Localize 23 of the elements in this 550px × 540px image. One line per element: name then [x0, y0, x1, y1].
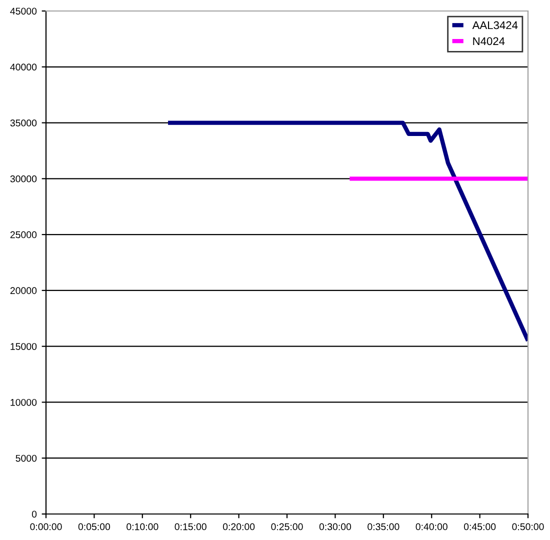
x-tick-label: 0:00:00: [30, 523, 62, 530]
y-tick-label: 35000: [10, 120, 37, 126]
y-tick-label: 0: [32, 510, 37, 518]
x-tick-label: 0:20:00: [222, 523, 255, 530]
y-tick-label: 5000: [16, 454, 37, 462]
x-tick-label: 0:50:00: [512, 523, 544, 530]
x-tick-label: 0:05:00: [78, 523, 110, 530]
x-tick-label: 0:30:00: [319, 523, 352, 530]
y-tick-label: 20000: [10, 287, 37, 294]
x-tick-label: 0:10:00: [126, 523, 158, 530]
y-tick-label: 40000: [10, 64, 37, 71]
x-tick-label: 0:40:00: [416, 523, 448, 530]
x-tick-label: 0:25:00: [271, 523, 303, 530]
y-tick-label: 15000: [10, 343, 37, 350]
legend-label: N4024: [473, 37, 505, 46]
x-tick-label: 0:45:00: [464, 523, 496, 530]
y-tick-label: 30000: [10, 175, 37, 182]
y-tick-label: 25000: [10, 231, 37, 238]
x-tick-label: 0:15:00: [174, 523, 206, 530]
y-tick-label: 10000: [10, 398, 37, 406]
y-tick-label: 45000: [10, 8, 37, 15]
x-tick-label: 0:35:00: [368, 523, 400, 530]
legend-label: AAL3424: [472, 21, 518, 30]
